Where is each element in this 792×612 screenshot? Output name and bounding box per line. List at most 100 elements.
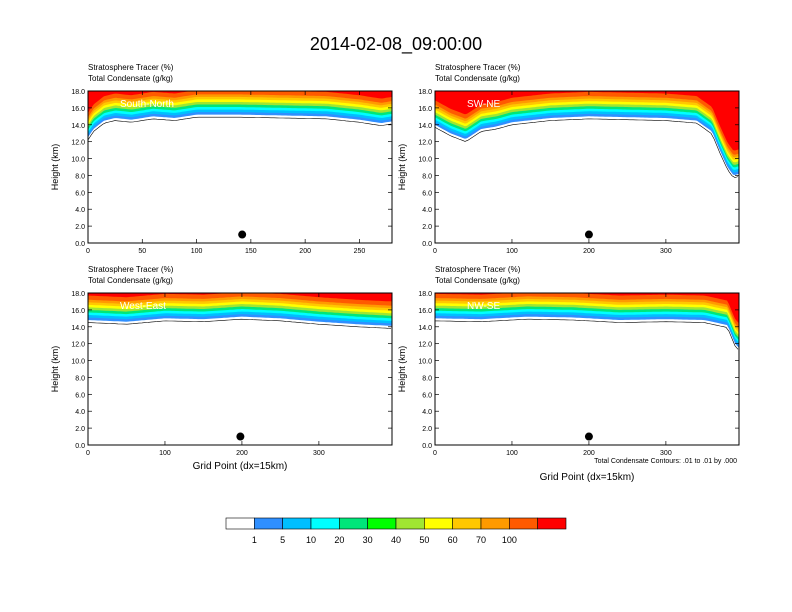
x-tick-label: 100: [191, 248, 203, 255]
tracer-band-10: [435, 293, 739, 324]
y-tick-label: 8.0: [75, 173, 85, 180]
header-line-1: Stratosphere Tracer (%): [435, 265, 521, 274]
colorbar-label: 60: [448, 535, 458, 545]
colorbar-swatch: [452, 517, 482, 530]
y-tick-label: 6.0: [422, 190, 432, 197]
y-tick-label: 10.0: [418, 157, 432, 164]
tracer-band-10: [88, 293, 392, 302]
y-tick-label: 14.0: [418, 325, 432, 332]
tracer-band-10: [88, 91, 392, 113]
x-tick-label: 0: [433, 450, 437, 457]
panel-label: SW-NE: [467, 99, 500, 110]
y-axis-label: Height (km): [50, 144, 60, 191]
y-tick-label: 4.0: [75, 409, 85, 416]
y-tick-label: 4.0: [422, 409, 432, 416]
colorbar-swatch: [225, 517, 255, 530]
y-tick-label: 6.0: [75, 190, 85, 197]
condensate-contour: [88, 116, 392, 141]
panel-2: SW-NE Stratosphere Tracer (%) Total Conden…: [397, 63, 740, 255]
tracer-band-10: [435, 91, 739, 151]
colorbar-label: 20: [334, 535, 344, 545]
y-tick-label: 0.0: [422, 241, 432, 248]
condensate-contour: [88, 318, 392, 329]
x-tick-label: 0: [86, 450, 90, 457]
colorbar-label: 10: [306, 535, 316, 545]
header-line-2: Total Condensate (g/kg): [88, 74, 173, 83]
x-tick-label: 100: [159, 450, 171, 457]
y-tick-label: 4.0: [75, 207, 85, 214]
contour-note: Total Condensate Contours: .01 to .01 by…: [594, 458, 737, 465]
x-tick-label: 200: [236, 450, 248, 457]
tracer-band-7: [435, 293, 739, 333]
header-line-2: Total Condensate (g/kg): [435, 74, 520, 83]
location-marker: [238, 230, 247, 239]
y-tick-label: 14.0: [418, 123, 432, 130]
x-tick-label: 300: [660, 248, 672, 255]
panel-3: West-East Stratosphere Tracer (%) Total Co…: [50, 265, 393, 472]
panels: South-North Stratosphere Tracer (%) Total …: [50, 63, 740, 483]
x-tick-label: 250: [354, 248, 366, 255]
y-tick-label: 8.0: [422, 375, 432, 382]
plot-frame: [87, 292, 393, 446]
panel-label: NW-SE: [467, 301, 500, 312]
y-tick-label: 16.0: [71, 106, 85, 113]
header-line-1: Stratosphere Tracer (%): [435, 63, 521, 72]
colorbar-swatch: [480, 517, 510, 530]
plot-area: [435, 293, 739, 445]
y-tick-label: 8.0: [75, 375, 85, 382]
colorbar-swatch: [254, 517, 283, 530]
y-tick-label: 0.0: [75, 241, 85, 248]
y-tick-label: 16.0: [418, 106, 432, 113]
y-tick-label: 18.0: [71, 89, 85, 96]
plot-area: [88, 293, 392, 445]
colorbar-label: 70: [476, 535, 486, 545]
y-tick-label: 0.0: [422, 443, 432, 450]
y-tick-label: 4.0: [422, 207, 432, 214]
y-tick-label: 10.0: [418, 359, 432, 366]
colorbar-swatch: [310, 517, 340, 530]
header-line-2: Total Condensate (g/kg): [435, 276, 520, 285]
colorbar-label: 100: [502, 535, 517, 545]
colorbar-label: 5: [280, 535, 285, 545]
plot-frame: [434, 90, 740, 244]
y-tick-label: 14.0: [71, 123, 85, 130]
figure-title: 2014-02-08_09:00:00: [310, 34, 482, 55]
colorbar-label: 1: [252, 535, 257, 545]
y-tick-label: 12.0: [418, 140, 432, 147]
y-tick-label: 8.0: [422, 173, 432, 180]
colorbar-label: 30: [363, 535, 373, 545]
y-tick-label: 10.0: [71, 157, 85, 164]
colorbar-swatch: [339, 517, 368, 530]
location-marker: [584, 230, 593, 239]
x-tick-label: 50: [138, 248, 146, 255]
plot-area: [435, 91, 739, 243]
colorbar-swatch: [537, 517, 567, 530]
header-line-2: Total Condensate (g/kg): [88, 276, 173, 285]
tracer-band-8: [88, 91, 392, 120]
y-tick-label: 6.0: [75, 392, 85, 399]
plot-frame: [87, 90, 393, 244]
x-tick-label: 150: [245, 248, 257, 255]
location-marker: [236, 432, 245, 441]
colorbar-swatch: [509, 517, 538, 530]
header-line-1: Stratosphere Tracer (%): [88, 265, 174, 274]
y-tick-label: 18.0: [418, 291, 432, 298]
plot-area: [88, 91, 392, 243]
tracer-band-6: [435, 91, 739, 163]
colorbar-label: 50: [419, 535, 429, 545]
x-tick-label: 300: [660, 450, 672, 457]
location-marker: [584, 432, 593, 441]
y-tick-label: 0.0: [75, 443, 85, 450]
plot-frame: [434, 292, 740, 446]
y-tick-label: 12.0: [418, 342, 432, 349]
y-tick-label: 2.0: [422, 426, 432, 433]
y-tick-label: 2.0: [75, 426, 85, 433]
tracer-band-9: [435, 293, 739, 328]
colorbar-swatch: [424, 517, 453, 530]
y-tick-label: 12.0: [71, 342, 85, 349]
y-tick-label: 14.0: [71, 325, 85, 332]
panel-label: South-North: [120, 99, 174, 110]
condensate-contour: [435, 318, 739, 350]
colorbar-label: 40: [391, 535, 401, 545]
